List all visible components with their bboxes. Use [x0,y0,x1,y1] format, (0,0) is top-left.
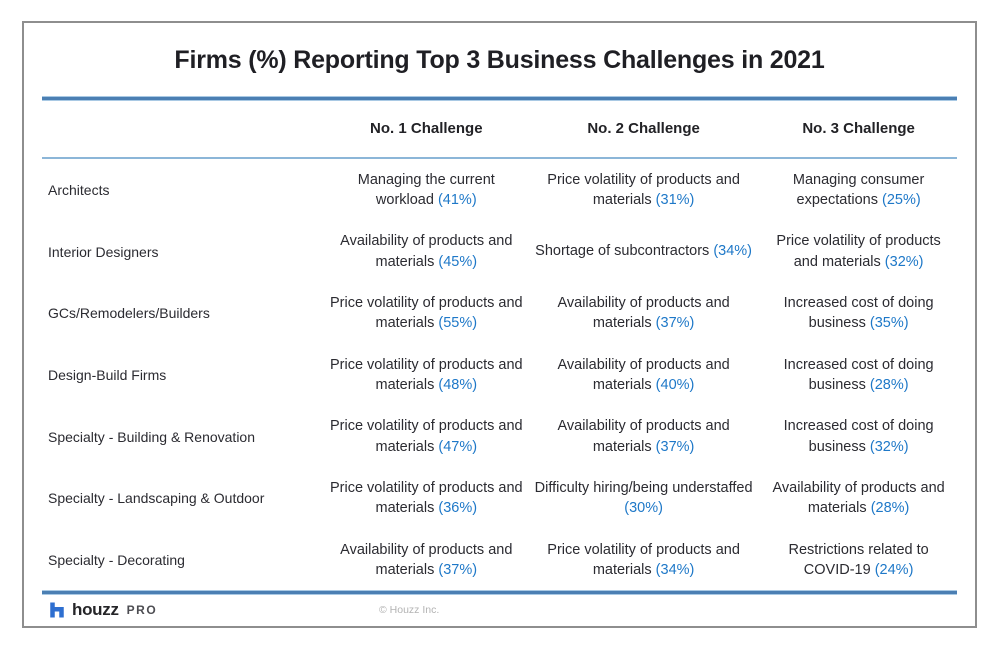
brand-name: houzz [72,600,119,619]
table-row: Specialty - Decorating Availability of p… [24,529,975,591]
footer-divider [42,591,957,594]
challenge-text: Availability of products and materials [557,356,730,394]
challenge-percent: (37%) [655,315,695,332]
challenge-percent: (30%) [624,500,663,517]
challenge-percent: (37%) [438,562,478,579]
table-row: Specialty - Building & Renovation Price … [24,406,975,468]
challenge-percent: (41%) [437,191,477,208]
challenge-percent: (28%) [869,377,909,394]
footer: houzz PRO © Houzz Inc. [24,594,975,626]
houzz-pro-logo: houzz PRO [48,600,157,620]
challenge-text: Shortage of subcontractors [535,243,710,260]
challenge-text: Price volatility of products and materia… [547,171,740,208]
challenge-percent: (40%) [655,377,695,394]
row-label: Architects [48,181,110,198]
challenge-cell: Price volatility of products and materia… [326,416,527,457]
challenge-text: Increased cost of doing business [783,295,934,332]
challenge-percent: (32%) [869,438,909,455]
challenge-text: Difficulty hiring/being understaffed [534,480,753,497]
challenge-text: Availability of products and materials [340,233,513,270]
row-label: Interior Designers [48,243,159,260]
infographic-card: Firms (%) Reporting Top 3 Business Chall… [22,21,977,628]
row-label: Specialty - Decorating [48,552,185,569]
challenge-percent: (47%) [438,438,478,455]
challenge-text: Price volatility of products and materia… [329,295,523,332]
challenge-cell: Availability of products and materials (… [326,540,527,581]
challenge-cell: Price volatility of products and materia… [527,540,760,581]
challenge-cell: Increased cost of doing business (28%) [760,355,957,396]
challenge-cell: Price volatility of products and materia… [326,293,527,334]
table-row: GCs/Remodelers/Builders Price volatility… [24,282,975,344]
challenge-text: Availability of products and materials [772,480,945,517]
row-label: GCs/Remodelers/Builders [48,305,210,322]
row-label: Design-Build Firms [48,367,167,384]
challenge-cell: Availability of products and materials (… [527,293,760,334]
challenge-percent: (32%) [884,253,924,270]
challenge-cell: Price volatility of products and materia… [326,355,527,396]
challenge-cell: Availability of products and materials (… [326,231,527,272]
challenge-cell: Restrictions related to COVID-19 (24%) [760,540,957,581]
challenge-text: Price volatility of products and materia… [329,356,523,394]
table-row: Interior Designers Availability of produ… [24,221,975,283]
challenge-percent: (55%) [438,315,478,332]
challenge-text: Availability of products and materials [557,295,730,332]
header-no1-challenge: No. 1 Challenge [370,120,483,137]
brand-suffix: PRO [126,603,158,617]
table-row: Specialty - Landscaping & Outdoor Price … [24,468,975,530]
challenge-cell: Difficulty hiring/being understaffed (30… [527,478,760,519]
header-no2-challenge: No. 2 Challenge [587,120,700,137]
header-divider [42,157,957,159]
row-label: Specialty - Building & Renovation [48,428,256,445]
challenge-percent: (37%) [655,438,695,455]
challenge-percent: (28%) [870,500,910,517]
table-body: Architects Managing the current workload… [24,159,975,591]
challenge-text: Increased cost of doing business [783,356,934,394]
challenge-text: Managing the current workload [357,171,495,208]
challenge-percent: (25%) [881,191,921,208]
table-row: Design-Build Firms Price volatility of p… [24,344,975,406]
page-title: Firms (%) Reporting Top 3 Business Chall… [174,45,825,74]
challenge-text: Availability of products and materials [340,541,513,579]
title-divider [42,97,957,100]
challenge-text: Price volatility of products and materia… [547,541,740,579]
header-no3-challenge: No. 3 Challenge [802,120,915,137]
challenge-cell: Shortage of subcontractors (34%) [527,241,760,261]
challenge-cell: Availability of products and materials (… [527,355,760,396]
challenge-percent: (48%) [438,377,478,394]
challenge-text: Increased cost of doing business [783,418,934,455]
challenge-percent: (24%) [874,562,914,579]
challenge-percent: (34%) [713,243,752,260]
challenge-text: Availability of products and materials [557,418,730,455]
row-label: Specialty - Landscaping & Outdoor [48,490,265,507]
houzz-h-icon [48,601,66,619]
table-row: Architects Managing the current workload… [24,159,975,221]
challenge-cell: Price volatility of products and materia… [326,478,527,519]
challenge-percent: (36%) [438,500,478,517]
challenge-percent: (31%) [655,191,695,208]
challenge-cell: Increased cost of doing business (35%) [760,293,957,334]
challenge-cell: Price volatility of products and materia… [760,231,957,272]
challenge-text: Price volatility of products and materia… [329,418,523,455]
challenge-cell: Managing consumer expectations (25%) [760,170,957,211]
challenge-cell: Price volatility of products and materia… [527,170,760,211]
challenge-percent: (34%) [655,562,695,579]
challenge-cell: Managing the current workload (41%) [326,170,527,211]
copyright-text: © Houzz Inc. [379,604,440,616]
challenge-text: Managing consumer expectations [792,171,925,208]
challenge-cell: Availability of products and materials (… [527,416,760,457]
challenge-text: Restrictions related to COVID-19 [788,541,929,579]
challenge-percent: (45%) [438,253,478,270]
title-section: Firms (%) Reporting Top 3 Business Chall… [24,23,975,97]
challenge-cell: Increased cost of doing business (32%) [760,416,957,457]
challenge-text: Price volatility of products and materia… [329,480,523,517]
challenge-cell: Availability of products and materials (… [760,478,957,519]
challenge-text: Price volatility of products and materia… [776,233,941,270]
table-header-row: No. 1 Challenge No. 2 Challenge No. 3 Ch… [24,100,975,157]
challenge-percent: (35%) [869,315,909,332]
